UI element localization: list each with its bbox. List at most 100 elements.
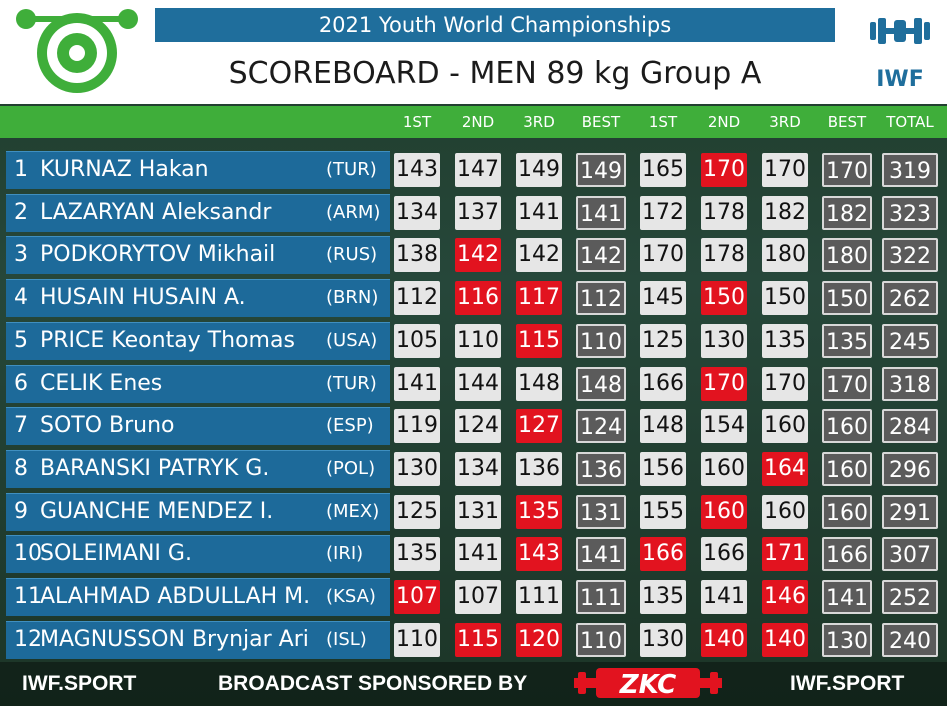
lift-cell-cj-3rd: 160 xyxy=(762,494,808,529)
athlete-nation: (MEX) xyxy=(326,500,380,522)
lift-cell-cj-best: 150 xyxy=(822,281,872,316)
lift-cell-cj-1st: 170 xyxy=(640,238,686,273)
lift-cell-snatch-1st: 107 xyxy=(394,580,440,614)
lift-cell-snatch-2nd: 115 xyxy=(455,622,501,657)
lift-cell-total: 319 xyxy=(882,153,938,187)
col-snatch-1st: 1ST xyxy=(402,113,432,131)
lift-cell-snatch-2nd: 134 xyxy=(455,451,501,486)
lift-cell-cj-2nd: 166 xyxy=(701,537,747,572)
lift-cell-snatch-3rd: 135 xyxy=(516,494,562,529)
lift-cell-snatch-2nd: 142 xyxy=(455,238,501,273)
footer-bar: IWF.SPORT BROADCAST SPONSORED BY IWF.SPO… xyxy=(0,662,947,706)
athlete-row: 10 SOLEIMANI G. (IRI) 135 141 143 141 166 166 171… xyxy=(0,535,947,574)
lift-cell-snatch-best: 110 xyxy=(576,622,626,657)
lift-cell-cj-3rd: 171 xyxy=(762,537,808,572)
lift-cell-cj-3rd: 160 xyxy=(762,409,808,444)
athlete-name-bar xyxy=(6,151,390,189)
athlete-rank: 10 xyxy=(14,541,42,567)
lift-cell-cj-2nd: 130 xyxy=(701,323,747,358)
lift-cell-snatch-best: 124 xyxy=(576,409,626,444)
iwf-logo-text: IWF xyxy=(876,67,923,92)
lift-cell-cj-1st: 165 xyxy=(640,153,686,187)
lift-cell-snatch-3rd: 136 xyxy=(516,451,562,486)
lift-cell-cj-1st: 155 xyxy=(640,494,686,529)
athlete-name-bar xyxy=(6,620,390,659)
lift-cell-snatch-best: 142 xyxy=(576,238,626,273)
lift-cell-snatch-2nd: 116 xyxy=(455,281,501,316)
athlete-nation: (BRN) xyxy=(326,287,379,309)
athlete-row: 12 MAGNUSSON Brynjar Ari (ISL) 110 115 120 110… xyxy=(0,620,947,659)
athlete-name-bar xyxy=(6,492,390,531)
lift-cell-snatch-best: 141 xyxy=(576,537,626,572)
lift-cell-snatch-2nd: 131 xyxy=(455,494,501,529)
lift-cell-snatch-1st: 112 xyxy=(394,281,440,316)
athlete-row: 4 HUSAIN HUSAIN A. (BRN) 112 116 117 112 145 150… xyxy=(0,279,947,318)
athlete-rank: 7 xyxy=(14,413,28,439)
athlete-nation: (TUR) xyxy=(326,372,377,394)
lift-cell-total: 318 xyxy=(882,366,938,401)
lift-cell-snatch-2nd: 124 xyxy=(455,409,501,444)
athlete-row: 2 LAZARYAN Aleksandr (ARM) 134 137 141 141 172 1… xyxy=(0,193,947,232)
scoreboard-title: SCOREBOARD - MEN 89 kg Group A xyxy=(228,56,762,91)
lift-cell-cj-1st: 172 xyxy=(640,195,686,230)
lift-cell-total: 322 xyxy=(882,238,938,273)
lift-cell-cj-1st: 125 xyxy=(640,323,686,358)
athlete-row: 6 CELIK Enes (TUR) 141 144 148 148 166 170 170 170… xyxy=(0,364,947,403)
athlete-name: GUANCHE MENDEZ I. xyxy=(40,498,274,524)
athlete-name-bar xyxy=(6,193,390,232)
lift-cell-cj-best: 170 xyxy=(822,366,872,401)
lift-cell-cj-3rd: 140 xyxy=(762,622,808,657)
athlete-name-bar xyxy=(6,449,390,488)
athlete-name-bar xyxy=(6,535,390,574)
athlete-name-bar xyxy=(6,236,390,275)
lift-cell-snatch-3rd: 149 xyxy=(516,153,562,187)
athlete-rank: 9 xyxy=(14,498,28,524)
athlete-name-bar xyxy=(6,364,390,403)
lift-cell-snatch-2nd: 141 xyxy=(455,537,501,572)
athlete-row: 5 PRICE Keontay Thomas (USA) 105 110 115 110 12… xyxy=(0,321,947,360)
lift-cell-cj-best: 160 xyxy=(822,494,872,529)
lift-cell-cj-2nd: 141 xyxy=(701,580,747,614)
athlete-nation: (IRI) xyxy=(326,543,364,565)
lift-cell-cj-1st: 130 xyxy=(640,622,686,657)
lift-cell-snatch-2nd: 144 xyxy=(455,366,501,401)
lift-cell-snatch-3rd: 148 xyxy=(516,366,562,401)
lift-cell-cj-1st: 166 xyxy=(640,366,686,401)
athlete-nation: (ESP) xyxy=(326,415,374,437)
lift-cell-snatch-2nd: 110 xyxy=(455,323,501,358)
athlete-nation: (TUR) xyxy=(326,159,377,180)
lift-cell-snatch-2nd: 137 xyxy=(455,195,501,230)
col-cj-best: BEST xyxy=(827,113,867,131)
iwf-logo-icon: IWF xyxy=(870,18,930,92)
lift-cell-cj-2nd: 178 xyxy=(701,195,747,230)
athlete-name: KURNAZ Hakan xyxy=(40,157,209,182)
lift-cell-snatch-1st: 143 xyxy=(394,153,440,187)
lift-cell-cj-3rd: 170 xyxy=(762,153,808,187)
lift-cell-cj-best: 141 xyxy=(822,580,872,614)
athlete-row: 7 SOTO Bruno (ESP) 119 124 127 124 148 154 160 160… xyxy=(0,407,947,446)
sponsor-logo-icon: ZKC xyxy=(574,668,722,700)
athlete-row: 9 GUANCHE MENDEZ I. (MEX) 125 131 135 131 155 16… xyxy=(0,492,947,531)
lift-cell-snatch-3rd: 127 xyxy=(516,409,562,444)
col-cj-2nd: 2ND xyxy=(707,113,741,131)
athlete-nation: (USA) xyxy=(326,329,378,351)
lift-cell-cj-3rd: 135 xyxy=(762,323,808,358)
col-snatch-3rd: 3RD xyxy=(523,113,555,131)
lift-cell-cj-1st: 135 xyxy=(640,580,686,614)
athlete-name: PODKORYTOV Mikhail xyxy=(40,242,276,268)
lift-cell-total: 284 xyxy=(882,409,938,444)
lift-cell-snatch-best: 136 xyxy=(576,451,626,486)
lift-cell-cj-best: 180 xyxy=(822,238,872,273)
athlete-row: 1 KURNAZ Hakan (TUR) 143 147 149 149 165 170 170 1… xyxy=(0,151,947,189)
lift-cell-cj-best: 170 xyxy=(822,153,872,187)
lift-cell-snatch-best: 141 xyxy=(576,195,626,230)
lift-cell-snatch-1st: 135 xyxy=(394,537,440,572)
athlete-nation: (ISL) xyxy=(326,628,367,650)
athlete-nation: (POL) xyxy=(326,457,376,479)
athlete-rank: 5 xyxy=(14,327,28,353)
lift-cell-snatch-2nd: 147 xyxy=(455,153,501,187)
lift-cell-cj-3rd: 182 xyxy=(762,195,808,230)
lift-cell-cj-2nd: 140 xyxy=(701,622,747,657)
athlete-name: CELIK Enes xyxy=(40,370,163,396)
lift-cell-snatch-best: 111 xyxy=(576,580,626,614)
